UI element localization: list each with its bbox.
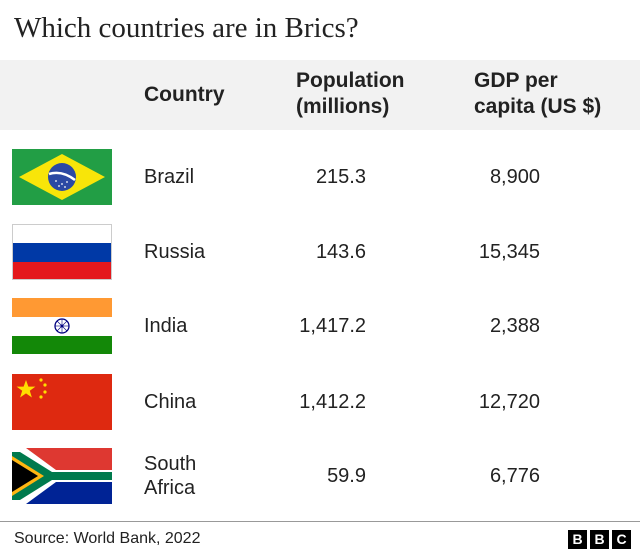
country-name: South Africa xyxy=(144,452,196,500)
country-name: India xyxy=(144,315,188,337)
gdp-value: 15,345 xyxy=(478,241,540,263)
country-name: China xyxy=(144,391,197,413)
china-flag-icon xyxy=(12,374,112,430)
table-row: Russia 143.6 15,345 xyxy=(0,224,640,280)
country-name-line: Africa xyxy=(144,477,196,499)
population-value: 215.3 xyxy=(315,166,366,188)
brazil-flag-icon xyxy=(12,149,112,205)
table-row: India 1,417.2 2,388 xyxy=(0,298,640,354)
bbc-logo: B B C xyxy=(568,530,631,549)
population-value: 1,417.2 xyxy=(299,315,366,337)
column-header-population-line1: Population xyxy=(296,69,405,92)
column-header-gdp-line2: capita (US $) xyxy=(474,95,602,118)
gdp-value: 2,388 xyxy=(489,315,540,337)
footer-divider xyxy=(0,521,640,522)
bbc-logo-letter: B xyxy=(590,530,609,549)
russia-flag-icon xyxy=(12,224,112,280)
bbc-logo-letter: B xyxy=(568,530,587,549)
india-flag-icon xyxy=(12,298,112,354)
source-note: Source: World Bank, 2022 xyxy=(14,530,201,547)
column-header-population: Population (millions) xyxy=(296,68,436,120)
column-header-country: Country xyxy=(144,83,225,106)
gdp-value: 12,720 xyxy=(478,391,540,413)
column-header-gdp: GDP per capita (US $) xyxy=(474,68,624,120)
country-name-line: South xyxy=(144,453,197,475)
table-row: China 1,412.2 12,720 xyxy=(0,374,640,430)
table-row: South Africa 59.9 6,776 xyxy=(0,448,640,504)
south-africa-flag-icon xyxy=(12,448,112,504)
bbc-logo-letter: C xyxy=(612,530,631,549)
gdp-value: 6,776 xyxy=(489,465,540,487)
population-value: 143.6 xyxy=(315,241,366,263)
population-value: 1,412.2 xyxy=(299,391,366,413)
column-header-gdp-line1: GDP per xyxy=(474,69,558,92)
population-value: 59.9 xyxy=(327,465,366,487)
country-name: Brazil xyxy=(144,166,195,188)
gdp-value: 8,900 xyxy=(489,166,540,188)
chart-title: Which countries are in Brics? xyxy=(14,12,359,44)
column-header-population-line2: (millions) xyxy=(296,95,390,118)
table-header xyxy=(0,60,640,130)
table-row: Brazil 215.3 8,900 xyxy=(0,149,640,205)
country-name: Russia xyxy=(144,241,206,263)
